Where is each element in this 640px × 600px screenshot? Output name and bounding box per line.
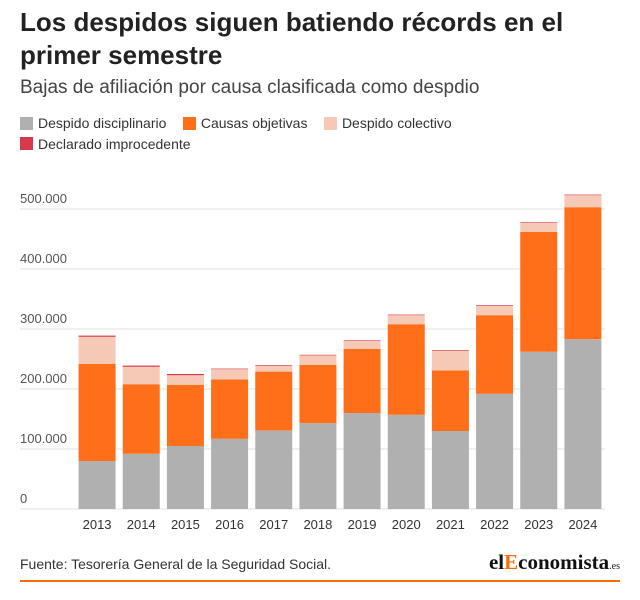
legend-label-colectivo: Despido colectivo	[341, 115, 452, 131]
x-tick-label: 2024	[568, 517, 597, 532]
bar-segment	[431, 431, 469, 509]
bar-segment	[343, 348, 381, 413]
bar-segment	[431, 370, 469, 431]
y-tick-label: 400.000	[20, 251, 67, 266]
bar-segment	[255, 371, 293, 431]
bar-segment	[166, 384, 204, 446]
legend-swatch-colectivo	[323, 116, 337, 130]
bar-segment	[476, 305, 514, 306]
bar-segment	[78, 363, 116, 461]
bar-segment	[122, 365, 160, 367]
y-tick-label: 500.000	[20, 191, 67, 206]
logo-suffix: .es	[609, 561, 620, 572]
y-tick-label: 300.000	[20, 311, 67, 326]
legend-label-improcedente: Declarado improcedente	[38, 135, 191, 152]
legend-item-improcedente: Declarado improcedente	[20, 135, 191, 153]
bar-segment	[211, 369, 249, 380]
bar-segment	[520, 222, 558, 232]
x-tick-label: 2019	[348, 517, 377, 532]
bar-segment	[387, 324, 425, 415]
x-tick-label: 2020	[392, 517, 421, 532]
bar-segment	[122, 366, 160, 385]
bar-segment	[211, 438, 249, 509]
bar-segment	[564, 195, 602, 208]
x-tick-label: 2014	[127, 517, 156, 532]
bar-segment	[564, 339, 602, 509]
bar-segment	[166, 446, 204, 509]
logo-accent: E	[504, 550, 519, 574]
logo-prefix: el	[488, 550, 505, 574]
bar-segment	[255, 365, 293, 372]
chart-subtitle: Bajas de afiliación por causa clasificad…	[20, 77, 480, 98]
bar-segment	[520, 231, 558, 352]
bar-segment	[166, 374, 204, 376]
bar-segment	[255, 430, 293, 509]
bar-segment	[387, 314, 425, 316]
bar-segment	[299, 423, 337, 509]
legend-item-colectivo: Despido colectivo	[323, 114, 452, 132]
bar-segment	[564, 207, 602, 340]
bar-segment	[343, 340, 381, 341]
legend: Despido disciplinario Causas objetivas D…	[20, 114, 580, 155]
footer-rule	[20, 580, 620, 582]
bar-segment	[343, 341, 381, 349]
legend-swatch-improcedente	[20, 137, 33, 150]
bar-segment	[431, 350, 469, 351]
bar-segment	[78, 336, 116, 364]
bar-segment	[78, 335, 116, 337]
logo-main: conomista	[518, 550, 610, 574]
bar-segment	[476, 393, 514, 509]
bar-segment	[431, 350, 469, 371]
bar-segment	[299, 355, 337, 365]
source-note: Fuente: Tesorería General de la Segurida…	[20, 556, 332, 572]
x-tick-label: 2016	[215, 517, 244, 532]
bar-segment	[343, 413, 381, 509]
legend-swatch-disciplinario	[20, 116, 33, 130]
x-tick-label: 2021	[436, 517, 465, 532]
bar-segment	[299, 365, 337, 424]
y-tick-label: 100.000	[20, 431, 67, 446]
legend-label-disciplinario: Despido disciplinario	[38, 115, 167, 131]
chart-title: Los despidos siguen batiendo récords en …	[20, 7, 564, 70]
bar-segment	[520, 351, 558, 509]
legend-swatch-objetivas	[182, 116, 196, 130]
x-tick-label: 2023	[524, 517, 553, 532]
bar-segment	[122, 384, 160, 454]
bar-segment	[476, 305, 514, 316]
bar-segment	[520, 222, 558, 223]
x-tick-label: 2015	[171, 517, 200, 532]
bar-segment	[387, 414, 425, 509]
bar-segment	[211, 368, 249, 370]
bar-segment	[387, 315, 425, 325]
x-tick-label: 2022	[480, 517, 509, 532]
publisher-logo: elEconomista.es	[489, 550, 620, 575]
bar-segment	[166, 375, 204, 385]
legend-item-objetivas: Causas objetivas	[182, 114, 308, 132]
bar-segment	[476, 315, 514, 394]
legend-label-objetivas: Causas objetivas	[200, 115, 308, 131]
legend-item-disciplinario: Despido disciplinario	[20, 114, 166, 132]
y-tick-label: 200.000	[20, 371, 67, 386]
y-tick-label: 0	[20, 491, 27, 506]
x-tick-label: 2013	[83, 517, 112, 532]
x-tick-label: 2017	[259, 517, 288, 532]
stacked-bar-chart: 0 100.000 200.000 300.000 400.000 500.000 2013…	[20, 191, 605, 532]
x-tick-label: 2018	[303, 517, 332, 532]
bar-segment	[299, 354, 337, 356]
bar-segment	[122, 453, 160, 509]
bar-segment	[78, 461, 116, 509]
bar-segment	[564, 194, 602, 196]
bar-segment	[211, 379, 249, 439]
bar-segment	[255, 365, 293, 366]
